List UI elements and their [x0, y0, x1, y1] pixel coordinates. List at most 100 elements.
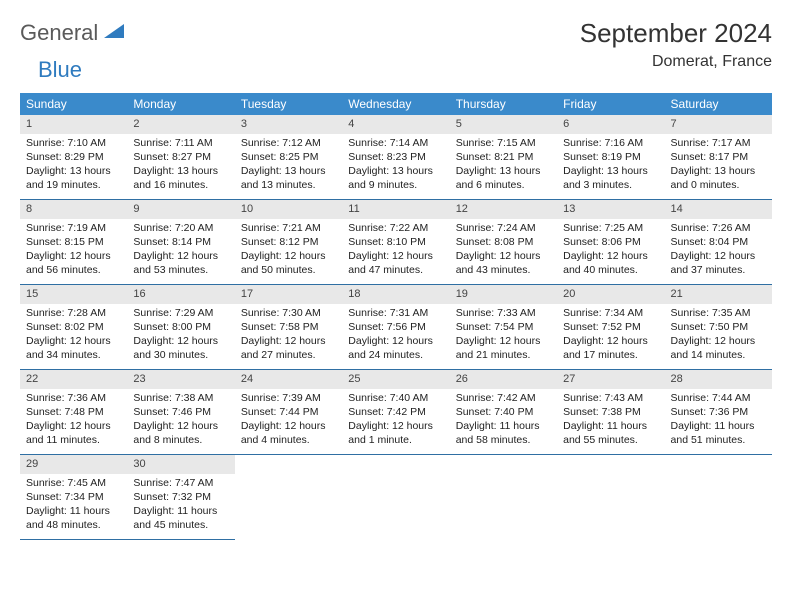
weekday-header: Sunday	[20, 93, 127, 115]
day-number: 15	[20, 285, 127, 304]
calendar-week-row: 29Sunrise: 7:45 AMSunset: 7:34 PMDayligh…	[20, 455, 772, 540]
sunset-line: Sunset: 8:25 PM	[241, 150, 336, 164]
daylight-line: Daylight: 12 hours and 50 minutes.	[241, 249, 336, 277]
day-info: Sunrise: 7:12 AMSunset: 8:25 PMDaylight:…	[235, 134, 342, 197]
day-info: Sunrise: 7:16 AMSunset: 8:19 PMDaylight:…	[557, 134, 664, 197]
daylight-line: Daylight: 12 hours and 14 minutes.	[671, 334, 766, 362]
calendar-empty-cell	[665, 455, 772, 540]
daylight-line: Daylight: 12 hours and 4 minutes.	[241, 419, 336, 447]
day-info: Sunrise: 7:17 AMSunset: 8:17 PMDaylight:…	[665, 134, 772, 197]
daylight-line: Daylight: 12 hours and 53 minutes.	[133, 249, 228, 277]
sunrise-line: Sunrise: 7:10 AM	[26, 136, 121, 150]
sunrise-line: Sunrise: 7:28 AM	[26, 306, 121, 320]
calendar-empty-cell	[342, 455, 449, 540]
sunset-line: Sunset: 7:50 PM	[671, 320, 766, 334]
daylight-line: Daylight: 12 hours and 1 minute.	[348, 419, 443, 447]
sunset-line: Sunset: 7:36 PM	[671, 405, 766, 419]
day-number: 28	[665, 370, 772, 389]
day-info: Sunrise: 7:25 AMSunset: 8:06 PMDaylight:…	[557, 219, 664, 282]
daylight-line: Daylight: 12 hours and 21 minutes.	[456, 334, 551, 362]
day-info: Sunrise: 7:19 AMSunset: 8:15 PMDaylight:…	[20, 219, 127, 282]
day-number: 6	[557, 115, 664, 134]
sunrise-line: Sunrise: 7:45 AM	[26, 476, 121, 490]
day-info: Sunrise: 7:31 AMSunset: 7:56 PMDaylight:…	[342, 304, 449, 367]
day-info: Sunrise: 7:28 AMSunset: 8:02 PMDaylight:…	[20, 304, 127, 367]
logo-text-blue: Blue	[38, 57, 82, 82]
day-info: Sunrise: 7:34 AMSunset: 7:52 PMDaylight:…	[557, 304, 664, 367]
day-number: 5	[450, 115, 557, 134]
sunrise-line: Sunrise: 7:38 AM	[133, 391, 228, 405]
daylight-line: Daylight: 12 hours and 27 minutes.	[241, 334, 336, 362]
daylight-line: Daylight: 12 hours and 37 minutes.	[671, 249, 766, 277]
calendar-day-cell: 17Sunrise: 7:30 AMSunset: 7:58 PMDayligh…	[235, 285, 342, 370]
calendar-day-cell: 27Sunrise: 7:43 AMSunset: 7:38 PMDayligh…	[557, 370, 664, 455]
logo-text-general: General	[20, 20, 98, 46]
calendar-week-row: 22Sunrise: 7:36 AMSunset: 7:48 PMDayligh…	[20, 370, 772, 455]
sunset-line: Sunset: 7:34 PM	[26, 490, 121, 504]
sunset-line: Sunset: 7:40 PM	[456, 405, 551, 419]
day-number: 11	[342, 200, 449, 219]
daylight-line: Daylight: 12 hours and 40 minutes.	[563, 249, 658, 277]
calendar-day-cell: 7Sunrise: 7:17 AMSunset: 8:17 PMDaylight…	[665, 115, 772, 200]
weekday-header: Thursday	[450, 93, 557, 115]
day-info: Sunrise: 7:38 AMSunset: 7:46 PMDaylight:…	[127, 389, 234, 452]
sunrise-line: Sunrise: 7:42 AM	[456, 391, 551, 405]
sunrise-line: Sunrise: 7:34 AM	[563, 306, 658, 320]
daylight-line: Daylight: 12 hours and 56 minutes.	[26, 249, 121, 277]
day-info: Sunrise: 7:10 AMSunset: 8:29 PMDaylight:…	[20, 134, 127, 197]
calendar-day-cell: 23Sunrise: 7:38 AMSunset: 7:46 PMDayligh…	[127, 370, 234, 455]
sunset-line: Sunset: 8:19 PM	[563, 150, 658, 164]
daylight-line: Daylight: 12 hours and 47 minutes.	[348, 249, 443, 277]
day-number: 18	[342, 285, 449, 304]
sunrise-line: Sunrise: 7:40 AM	[348, 391, 443, 405]
logo-triangle-icon	[104, 18, 124, 44]
day-info: Sunrise: 7:22 AMSunset: 8:10 PMDaylight:…	[342, 219, 449, 282]
sunset-line: Sunset: 7:48 PM	[26, 405, 121, 419]
day-info: Sunrise: 7:29 AMSunset: 8:00 PMDaylight:…	[127, 304, 234, 367]
weekday-header: Tuesday	[235, 93, 342, 115]
sunrise-line: Sunrise: 7:30 AM	[241, 306, 336, 320]
calendar-day-cell: 8Sunrise: 7:19 AMSunset: 8:15 PMDaylight…	[20, 200, 127, 285]
day-info: Sunrise: 7:26 AMSunset: 8:04 PMDaylight:…	[665, 219, 772, 282]
day-number: 16	[127, 285, 234, 304]
daylight-line: Daylight: 11 hours and 48 minutes.	[26, 504, 121, 532]
sunrise-line: Sunrise: 7:11 AM	[133, 136, 228, 150]
location-text: Domerat, France	[580, 53, 772, 71]
sunrise-line: Sunrise: 7:29 AM	[133, 306, 228, 320]
sunrise-line: Sunrise: 7:19 AM	[26, 221, 121, 235]
daylight-line: Daylight: 12 hours and 24 minutes.	[348, 334, 443, 362]
calendar-day-cell: 19Sunrise: 7:33 AMSunset: 7:54 PMDayligh…	[450, 285, 557, 370]
daylight-line: Daylight: 12 hours and 8 minutes.	[133, 419, 228, 447]
sunset-line: Sunset: 8:29 PM	[26, 150, 121, 164]
day-number: 26	[450, 370, 557, 389]
sunrise-line: Sunrise: 7:17 AM	[671, 136, 766, 150]
day-number: 21	[665, 285, 772, 304]
weekday-header: Wednesday	[342, 93, 449, 115]
daylight-line: Daylight: 12 hours and 34 minutes.	[26, 334, 121, 362]
day-number: 27	[557, 370, 664, 389]
sunset-line: Sunset: 7:58 PM	[241, 320, 336, 334]
sunset-line: Sunset: 7:38 PM	[563, 405, 658, 419]
day-info: Sunrise: 7:20 AMSunset: 8:14 PMDaylight:…	[127, 219, 234, 282]
calendar-empty-cell	[450, 455, 557, 540]
sunrise-line: Sunrise: 7:25 AM	[563, 221, 658, 235]
day-number: 24	[235, 370, 342, 389]
day-number: 4	[342, 115, 449, 134]
sunrise-line: Sunrise: 7:35 AM	[671, 306, 766, 320]
sunset-line: Sunset: 7:56 PM	[348, 320, 443, 334]
sunrise-line: Sunrise: 7:36 AM	[26, 391, 121, 405]
day-number: 25	[342, 370, 449, 389]
calendar-empty-cell	[235, 455, 342, 540]
day-info: Sunrise: 7:39 AMSunset: 7:44 PMDaylight:…	[235, 389, 342, 452]
day-info: Sunrise: 7:40 AMSunset: 7:42 PMDaylight:…	[342, 389, 449, 452]
calendar-day-cell: 29Sunrise: 7:45 AMSunset: 7:34 PMDayligh…	[20, 455, 127, 540]
calendar-day-cell: 15Sunrise: 7:28 AMSunset: 8:02 PMDayligh…	[20, 285, 127, 370]
calendar-day-cell: 26Sunrise: 7:42 AMSunset: 7:40 PMDayligh…	[450, 370, 557, 455]
daylight-line: Daylight: 13 hours and 13 minutes.	[241, 164, 336, 192]
day-number: 14	[665, 200, 772, 219]
calendar-day-cell: 20Sunrise: 7:34 AMSunset: 7:52 PMDayligh…	[557, 285, 664, 370]
calendar-empty-cell	[557, 455, 664, 540]
sunrise-line: Sunrise: 7:21 AM	[241, 221, 336, 235]
sunrise-line: Sunrise: 7:43 AM	[563, 391, 658, 405]
daylight-line: Daylight: 11 hours and 51 minutes.	[671, 419, 766, 447]
